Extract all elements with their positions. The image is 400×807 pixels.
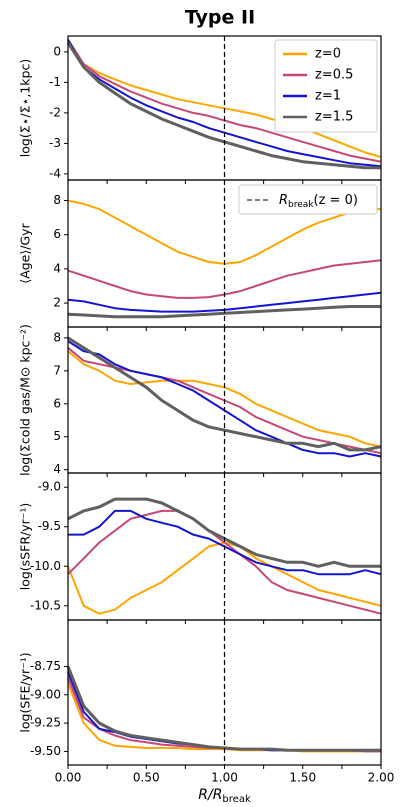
x-tick-label: 0.00 bbox=[55, 771, 82, 785]
y-tick-label: 7 bbox=[53, 363, 61, 377]
y-tick-label: -9.0 bbox=[38, 480, 61, 494]
x-tick-label: 1.00 bbox=[211, 771, 238, 785]
series-line bbox=[67, 305, 381, 319]
y-axis-label: log(sSFR/yr⁻¹) bbox=[18, 503, 33, 591]
y-tick-label: -4 bbox=[49, 166, 61, 180]
series-line bbox=[67, 509, 382, 615]
y-tick-label: 6 bbox=[53, 227, 61, 241]
y-tick-label: 5 bbox=[53, 429, 61, 443]
legend-symbol: R bbox=[279, 193, 288, 208]
y-tick-label: -10.0 bbox=[30, 559, 61, 573]
y-tick-label: -2 bbox=[49, 105, 61, 119]
y-axis-label: log(SFE/yr⁻¹) bbox=[18, 652, 33, 732]
y-axis-label: log(Σ⋆/Σ⋆,1kpc) bbox=[18, 59, 33, 157]
axes-frame bbox=[67, 619, 382, 766]
legend-label: Rbreak(z = 0) bbox=[279, 193, 358, 210]
x-tick-label: 0.50 bbox=[133, 771, 160, 785]
x-axis-label-main: R/R bbox=[198, 787, 222, 803]
y-tick-label: 2 bbox=[53, 296, 61, 310]
y-tick-label: 4 bbox=[53, 462, 61, 476]
legend-label: z=0.5 bbox=[315, 68, 353, 83]
y-tick-label: -9.00 bbox=[30, 687, 61, 701]
y-axis-label: ⟨Age⟩/Gyr bbox=[18, 222, 33, 283]
series-line bbox=[67, 336, 382, 452]
y-tick-label: 0 bbox=[53, 44, 61, 58]
legend-box bbox=[238, 184, 378, 215]
y-tick-label: 6 bbox=[53, 396, 61, 410]
x-tick-label: 2.00 bbox=[368, 771, 395, 785]
y-tick-label: 8 bbox=[53, 193, 61, 207]
legend-label: z=1 bbox=[315, 89, 341, 104]
legend-label: z=0 bbox=[315, 47, 341, 62]
figure-title: Type II bbox=[185, 7, 255, 29]
y-tick-label: -3 bbox=[49, 136, 61, 150]
legend-label: z=1.5 bbox=[315, 110, 353, 125]
legend-suffix: (z = 0) bbox=[314, 193, 358, 208]
y-tick-label: 8 bbox=[53, 330, 61, 344]
y-tick-label: -9.5 bbox=[38, 519, 61, 533]
y-tick-label: -8.75 bbox=[30, 659, 61, 673]
y-tick-label: -10.5 bbox=[30, 598, 61, 612]
y-tick-label: -9.50 bbox=[30, 744, 61, 758]
y-tick-label: -1 bbox=[49, 75, 61, 89]
legend-box bbox=[274, 39, 378, 133]
y-tick-label: -9.25 bbox=[30, 716, 61, 730]
x-axis-label: R/Rbreak bbox=[198, 787, 251, 805]
x-axis-label-subscript: break bbox=[222, 794, 251, 805]
y-axis-label: log(Σcold gas/M⊙ kpc⁻²) bbox=[18, 324, 33, 476]
x-tick-label: 1.50 bbox=[289, 771, 316, 785]
y-tick-label: 4 bbox=[53, 261, 61, 275]
legend-subscript: break bbox=[288, 200, 314, 210]
